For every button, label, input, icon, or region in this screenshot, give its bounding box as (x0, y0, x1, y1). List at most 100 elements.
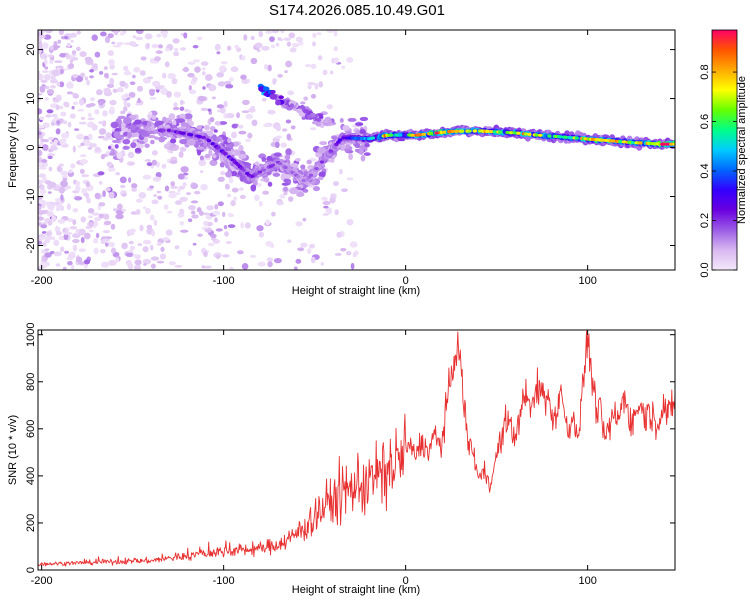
spectrogram-cell (186, 192, 191, 196)
spectrogram-cell (177, 188, 181, 193)
snr-frame (37, 329, 676, 571)
spectrogram-cell (109, 77, 115, 85)
spectrogram-cell (126, 102, 131, 108)
spectrogram-cell (177, 173, 185, 180)
spectrogram-cell (135, 30, 144, 35)
spectrogram-cell (288, 32, 296, 39)
spectrogram-cell (505, 130, 510, 135)
spectrogram-cell (181, 131, 186, 135)
spectrogram-cell (280, 142, 288, 148)
spectrogram-cell (220, 106, 226, 114)
spectrogram-cell (89, 75, 94, 79)
x-tick-label: -200 (31, 575, 53, 587)
spectrogram-cell (41, 201, 46, 209)
spectrogram-cell (309, 243, 316, 249)
spectrogram-cell (157, 195, 163, 200)
spectrogram-cell (355, 122, 364, 126)
spectrogram-cell (102, 230, 110, 234)
spectrogram-cell (94, 192, 101, 199)
spectrogram-cell (87, 222, 94, 226)
spectrogram-cell (134, 147, 142, 153)
spectrogram-cell (188, 85, 192, 91)
spectrogram-cell (275, 135, 283, 139)
spectrogram-cell (80, 237, 85, 244)
spectrogram-cell (79, 159, 88, 165)
spectrogram-cell (106, 161, 113, 167)
spectrogram-cell (267, 261, 273, 268)
spectrogram-cell (326, 104, 333, 110)
spectrogram-cell (105, 132, 112, 139)
spectrogram-cell (226, 45, 232, 51)
spectrogram-cell (287, 239, 292, 243)
spectrogram-cell (49, 45, 54, 51)
spectrogram-cell (137, 97, 141, 105)
spectrogram-cell (116, 42, 124, 46)
spectrogram-cell (307, 114, 312, 119)
spectrogram-cell (523, 132, 528, 136)
spectrogram-cell (223, 225, 228, 230)
x-tick-label: -100 (213, 575, 235, 587)
spectrogram-cell (219, 65, 227, 72)
spectrogram-cell (135, 102, 144, 106)
spectrogram-cell (66, 33, 70, 37)
spectrogram-cell (269, 93, 278, 100)
spectrogram-cell (156, 33, 162, 38)
spectrogram-cell (233, 196, 237, 202)
spectrogram-cell (133, 67, 141, 73)
spectrogram-cell (270, 44, 276, 49)
spectrogram-cell (151, 150, 158, 156)
spectrogram-cell (341, 188, 348, 192)
spectrogram-cell (216, 72, 225, 78)
spectrogram-cell (198, 95, 206, 102)
spectrogram-cell (247, 132, 253, 139)
spectrogram-cell (312, 41, 316, 47)
spectrogram-cell (170, 185, 179, 189)
spectrogram-cell (205, 74, 213, 81)
spectrogram-cell (51, 146, 58, 151)
spectrogram-cell (152, 176, 161, 182)
y-tick-label: 0 (25, 567, 37, 573)
spectrogram-cell (76, 30, 81, 35)
spectrogram-cell (267, 181, 273, 187)
spectrogram-cell (200, 61, 209, 66)
spectrogram-cell (600, 138, 605, 142)
spectrogram-cell (287, 90, 295, 96)
spectrogram-cell (58, 105, 64, 110)
spectrogram-cell (108, 241, 115, 248)
spectrogram-cell (47, 204, 55, 211)
spectrogram-cell (147, 130, 154, 135)
spectrogram-cell (42, 242, 47, 247)
spectrogram-cell (98, 202, 106, 207)
spectrogram-cell (352, 252, 358, 258)
spectrogram-cell (213, 129, 218, 133)
y-tick-label: 600 (25, 420, 37, 438)
spectrogram-cell (42, 70, 49, 73)
spectrogram-cell (216, 104, 224, 109)
spectrogram-cell (603, 138, 608, 142)
spectrogram-cell (179, 196, 188, 202)
spectrogram-cell (55, 263, 61, 267)
y-tick-label: 800 (25, 373, 37, 391)
spectrogram-cell (188, 133, 194, 137)
spectrogram-cell (241, 55, 246, 61)
spectrogram-cell (110, 223, 116, 230)
spectrogram-cell (96, 89, 103, 96)
spectrogram-cell (105, 151, 111, 155)
spectrogram-cell (261, 45, 270, 51)
spectrogram-cell (60, 246, 65, 253)
spectrogram-cell (267, 109, 276, 115)
spectrogram-cell (103, 214, 110, 220)
spectrogram-cell (203, 251, 208, 257)
spectrogram-cell (38, 166, 47, 170)
spectrogram-cell (71, 50, 77, 55)
spectrogram-cell (44, 248, 50, 252)
spectrogram-cell (243, 34, 248, 41)
x-tick-label: 100 (578, 575, 596, 587)
spectrogram-cell (64, 250, 69, 254)
spectrogram-cell (106, 83, 115, 89)
spectrogram-cell (107, 50, 114, 57)
spectrogram-cell (224, 183, 230, 190)
spectrogram-cell (241, 263, 249, 270)
spectrogram-cell (317, 176, 324, 181)
spectrogram-cell (108, 145, 112, 150)
